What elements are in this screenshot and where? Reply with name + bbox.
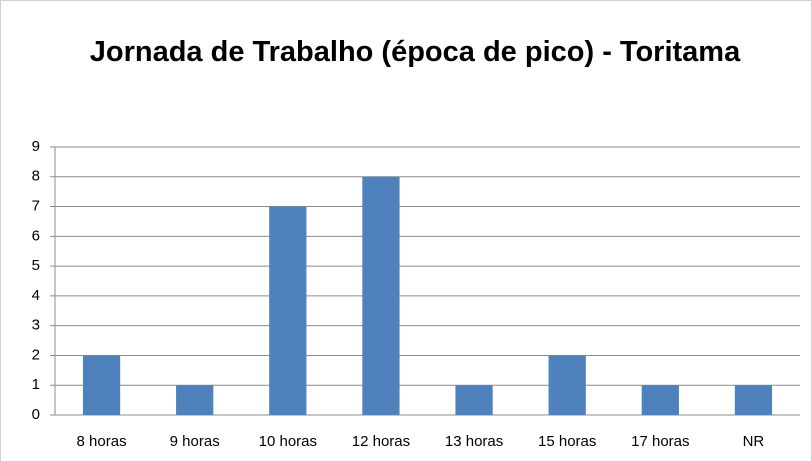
y-tick-label: 4 bbox=[32, 287, 40, 304]
y-tick-label: 6 bbox=[32, 227, 40, 244]
y-tick-label: 1 bbox=[32, 376, 40, 393]
y-tick-label: 2 bbox=[32, 346, 40, 363]
bar bbox=[455, 385, 493, 415]
x-tick-label: 15 horas bbox=[538, 433, 596, 450]
bar bbox=[176, 385, 214, 415]
bar bbox=[548, 355, 586, 415]
x-tick-label: 12 horas bbox=[352, 433, 410, 450]
y-tick-label: 9 bbox=[32, 138, 40, 155]
y-tick-label: 7 bbox=[32, 198, 40, 215]
bar bbox=[362, 176, 400, 415]
x-tick-label: 17 horas bbox=[631, 433, 689, 450]
y-tick-label: 0 bbox=[32, 406, 40, 423]
bar bbox=[641, 385, 679, 415]
chart-title: Jornada de Trabalho (época de pico) - To… bbox=[89, 36, 741, 68]
bar bbox=[269, 206, 307, 415]
x-tick-label: 8 horas bbox=[77, 433, 127, 450]
x-tick-label: 9 horas bbox=[170, 433, 220, 450]
bar bbox=[734, 385, 773, 415]
y-tick-label: 3 bbox=[32, 317, 40, 334]
x-tick-label: 10 horas bbox=[259, 433, 317, 450]
bar bbox=[82, 355, 121, 415]
x-tick-label: 13 horas bbox=[445, 433, 503, 450]
x-tick-label: NR bbox=[743, 433, 765, 450]
y-tick-label: 5 bbox=[32, 257, 40, 274]
y-tick-label: 8 bbox=[32, 168, 40, 185]
